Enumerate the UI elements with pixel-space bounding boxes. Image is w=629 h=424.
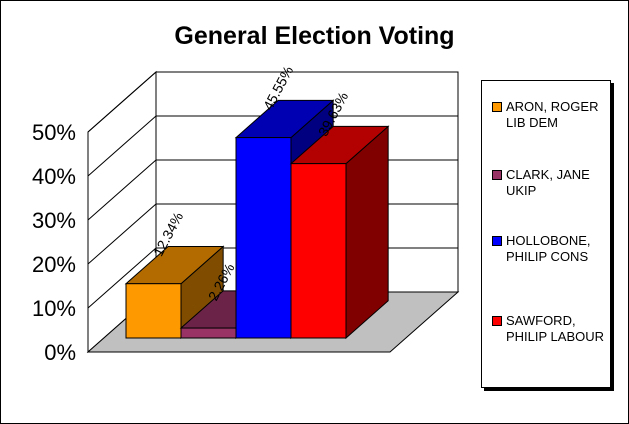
legend-label: CLARK, JANE UKIP (506, 167, 590, 198)
legend: ARON, ROGER LIB DEM CLARK, JANE UKIP HOLLO… (481, 80, 611, 388)
y-tick-label: 40% (32, 164, 76, 189)
legend-swatch (492, 236, 502, 246)
legend-swatch (492, 170, 502, 180)
y-tick-label: 50% (32, 120, 76, 145)
legend-swatch (492, 102, 502, 112)
legend-label: SAWFORD, PHILIP LABOUR (506, 313, 605, 344)
legend-swatch (492, 316, 502, 326)
y-tick-label: 10% (32, 296, 76, 321)
y-tick-label: 20% (32, 252, 76, 277)
bar (290, 163, 347, 339)
bar (125, 283, 182, 339)
bar (235, 137, 292, 339)
legend-label: HOLLOBONE, PHILIP CONS (506, 233, 591, 264)
gridline (87, 71, 458, 133)
gridline (87, 115, 458, 177)
y-tick-label: 30% (32, 208, 76, 233)
chart-title: General Election Voting (174, 22, 455, 50)
legend-label: ARON, ROGER LIB DEM (506, 99, 599, 130)
y-tick-label: 0% (44, 340, 76, 365)
bar (180, 327, 237, 339)
